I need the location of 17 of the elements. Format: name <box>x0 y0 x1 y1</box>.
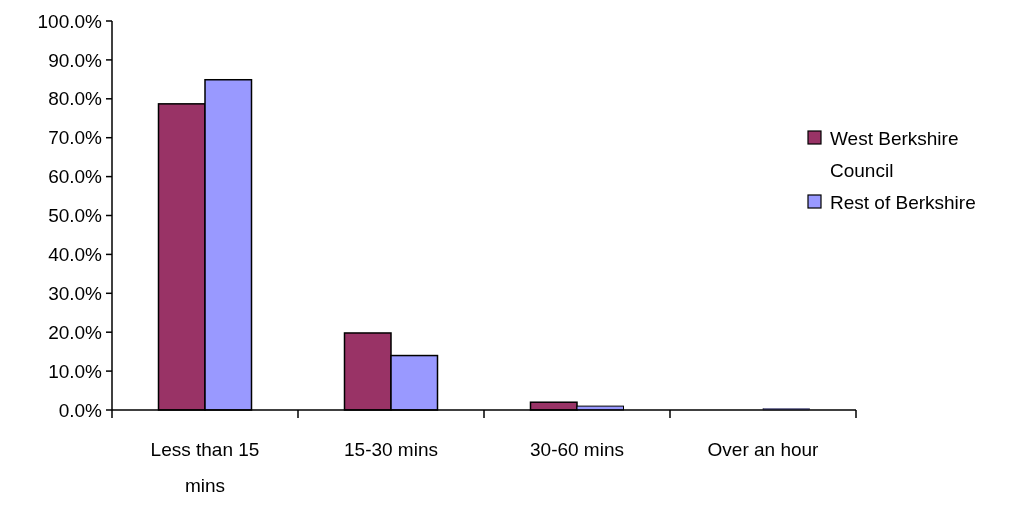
y-tick-label: 70.0% <box>48 127 103 149</box>
y-tick-label: 100.0% <box>37 10 103 32</box>
x-tick-label: 15-30 mins <box>344 439 438 460</box>
y-tick-label: 0.0% <box>58 399 103 421</box>
y-tick-label: 30.0% <box>48 282 103 304</box>
y-tick-label: 60.0% <box>48 166 103 188</box>
x-tick-label: Over an hour <box>707 439 820 460</box>
y-tick-label: 90.0% <box>48 49 103 71</box>
y-tick-label: 40.0% <box>48 244 103 266</box>
x-tick-label: 30-60 mins <box>530 439 624 460</box>
legend-label: West Berkshire Council <box>830 127 959 181</box>
y-tick-label: 50.0% <box>48 205 103 227</box>
y-tick-label: 10.0% <box>48 360 103 382</box>
y-tick-label: 20.0% <box>48 321 103 343</box>
x-tick-label: Less than 15 mins <box>150 439 260 496</box>
legend-label: Rest of Berkshire <box>830 191 976 213</box>
y-tick-label: 80.0% <box>48 88 103 110</box>
